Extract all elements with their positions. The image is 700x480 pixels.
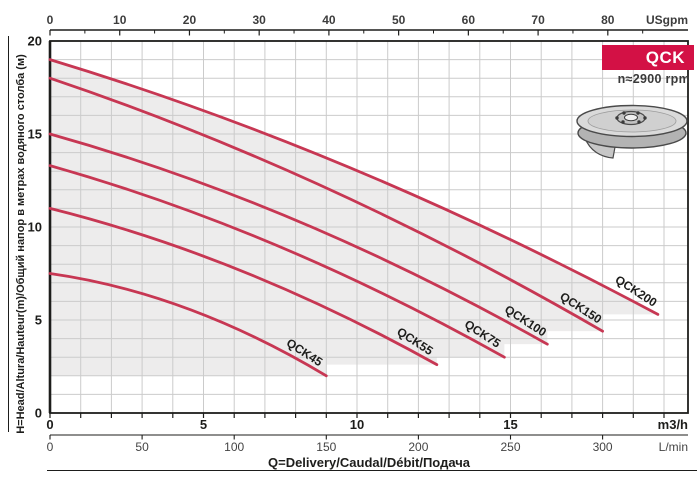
bottom-axis-lmin: 0 50 100 150 200 250 300 L/min	[47, 434, 688, 454]
lmin-tick-label: 100	[224, 440, 244, 454]
top-tick-label: 70	[531, 13, 545, 27]
left-axis: 0 5 10 15 20	[28, 34, 42, 421]
left-tick-label: 0	[35, 406, 42, 421]
impeller-bolt	[637, 120, 641, 124]
curve-QCK75	[48, 164, 506, 359]
pump-curves	[48, 58, 660, 378]
m3h-unit: m3/h	[658, 417, 688, 432]
lmin-tick-label: 250	[500, 440, 520, 454]
top-tick-label: 10	[113, 13, 127, 27]
curve-QCK100	[48, 132, 549, 346]
impeller-bore	[624, 113, 638, 122]
operating-area	[50, 59, 658, 376]
curve-QCK150	[48, 76, 604, 333]
shaded-region	[50, 59, 658, 376]
top-tick-label: 40	[322, 13, 336, 27]
rotation-speed-label: n≈2900 rpm	[617, 72, 690, 86]
curve-QCK200	[48, 58, 660, 316]
lmin-unit: L/min	[659, 440, 688, 454]
left-tick-label: 15	[28, 127, 42, 142]
m3h-tick-label: 10	[350, 417, 364, 432]
impeller-bolt	[636, 111, 640, 115]
m3h-tick-label: 0	[46, 417, 53, 432]
lmin-tick-label: 150	[316, 440, 336, 454]
lmin-tick-label: 0	[47, 440, 54, 454]
m3h-tick-label: 15	[503, 417, 517, 432]
top-tick-label: 20	[183, 13, 197, 27]
top-tick-label: 30	[253, 13, 267, 27]
impeller-bolt	[621, 120, 625, 124]
impeller-bolt	[615, 116, 619, 120]
top-tick-label: 50	[392, 13, 406, 27]
left-tick-label: 20	[28, 34, 42, 49]
top-tick-label: 0	[47, 13, 54, 27]
left-tick-label: 5	[35, 313, 42, 328]
top-tick-label: 80	[601, 13, 615, 27]
m3h-tick-label: 5	[200, 417, 207, 432]
lmin-tick-label: 50	[135, 440, 149, 454]
left-tick-label: 10	[28, 220, 42, 235]
curve-QCK45	[48, 272, 328, 378]
series-badge: QCK	[602, 45, 694, 70]
x-axis-label: Q=Delivery/Caudal/Débit/Подача	[267, 455, 471, 470]
lmin-tick-label: 200	[408, 440, 428, 454]
top-tick-label: 60	[462, 13, 476, 27]
grid	[50, 41, 688, 413]
impeller-bolt	[643, 116, 647, 120]
y-axis-rule	[8, 36, 9, 432]
lmin-tick-label: 300	[593, 440, 613, 454]
x-axis-underline	[47, 470, 697, 471]
top-axis: 0 10 20 30 40 50 60 70 80 USgpm	[47, 13, 688, 36]
bottom-axis-m3h: 0 5 10 15 m3/h	[46, 413, 688, 432]
y-axis-label: H=Head/Altura/Hauteur(m)/Общий напор в м…	[15, 54, 27, 434]
impeller-bolt	[622, 111, 626, 115]
top-axis-unit: USgpm	[646, 13, 688, 27]
impeller-image	[576, 104, 688, 159]
curve-QCK55	[48, 207, 439, 367]
